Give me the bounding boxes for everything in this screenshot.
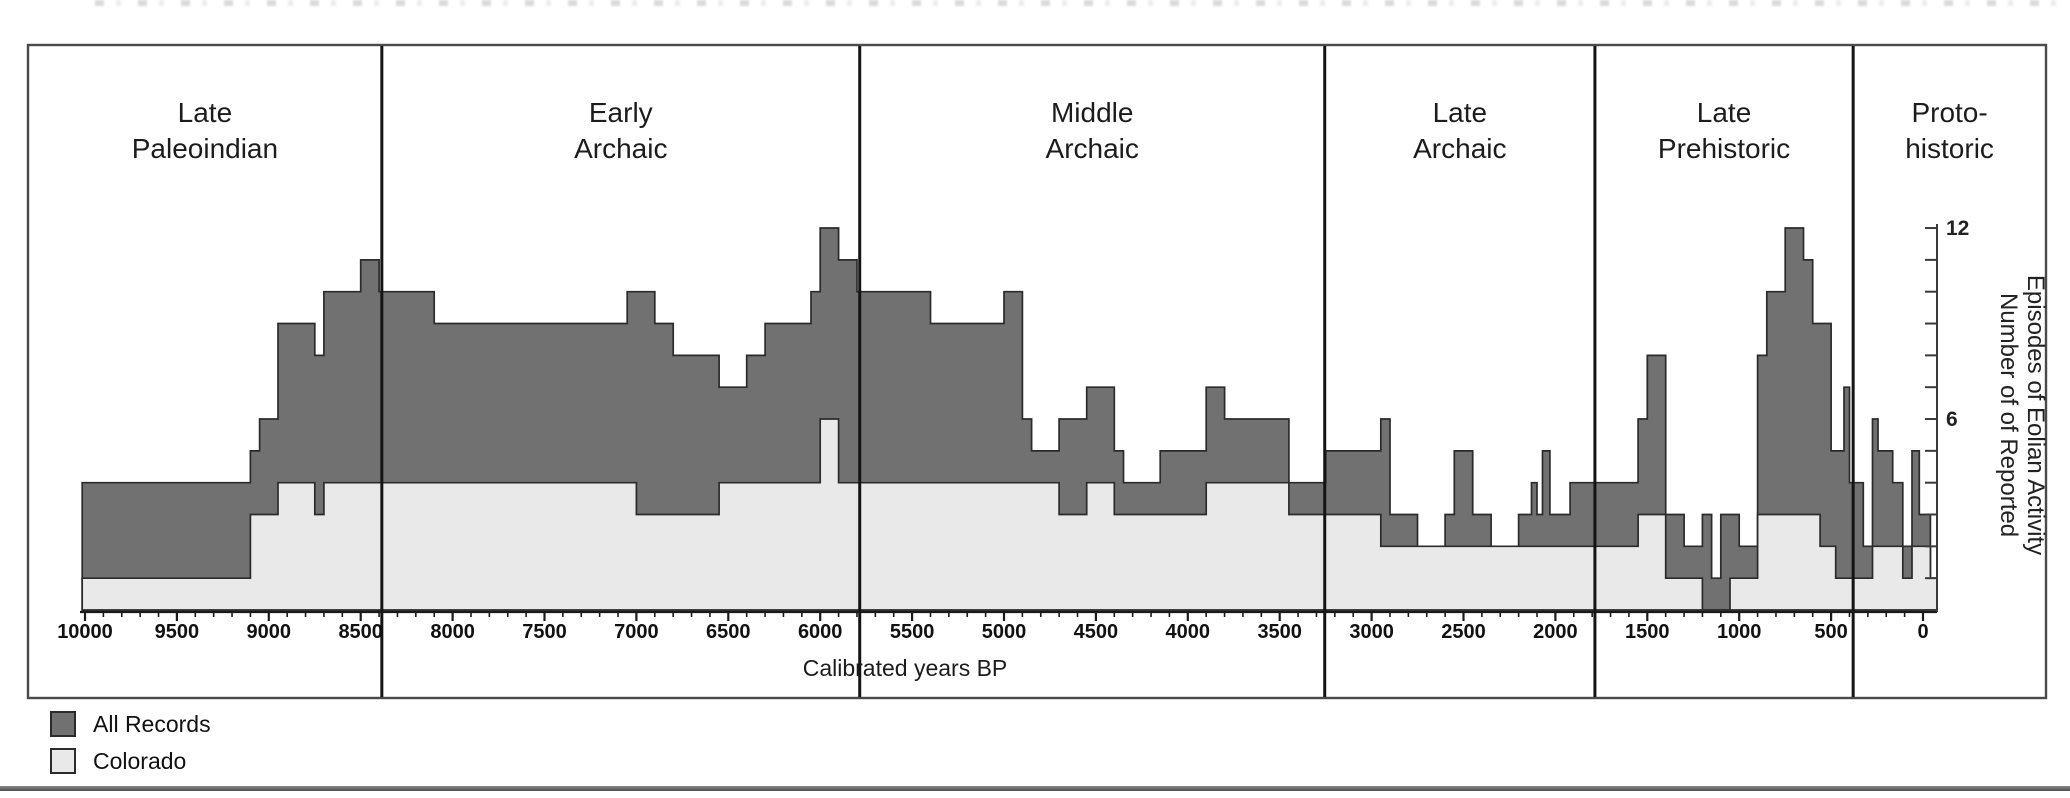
series-areas [81, 227, 1938, 611]
x-tick-label: 10000 [57, 621, 113, 643]
series-colorado [81, 418, 1938, 611]
x-tick-label: 0 [1917, 621, 1928, 643]
x-axis-title: Calibrated years BP [803, 655, 1008, 681]
x-tick-label: 5500 [890, 621, 935, 643]
x-tick-label: 9000 [247, 621, 292, 643]
period-labels: Late Paleoindian Early Archaic Middle Archaic… [132, 97, 1994, 164]
legend-label: Colorado [93, 747, 187, 774]
y-axis-title-line2: Episodes of Eolian Activity [2022, 275, 2049, 555]
x-tick-label: 8500 [338, 621, 383, 643]
x-tick-label: 500 [1814, 621, 1847, 643]
x-tick-label: 5000 [982, 621, 1027, 643]
x-tick-label: 3500 [1257, 621, 1302, 643]
frame-rect [26, 43, 2048, 700]
x-tick-label: 1500 [1625, 621, 1670, 643]
x-tick-label: 4500 [1074, 621, 1119, 643]
period-label: Late Prehistoric [1658, 97, 1790, 164]
x-tick-label: 6000 [798, 621, 843, 643]
y-axis-title-line1: Number of of Reported [1995, 293, 2022, 537]
y-tick-label: 6 [1946, 408, 1958, 431]
x-tick-label: 2500 [1441, 621, 1486, 643]
x-tick-label: 7500 [522, 621, 567, 643]
x-tick-label: 9500 [155, 621, 200, 643]
x-tick-label: 7000 [614, 621, 659, 643]
colorado-swatch [50, 748, 76, 774]
x-tick-label: 4000 [1166, 621, 1211, 643]
bottom-rule [0, 786, 2070, 791]
y-tick-label: 12 [1946, 217, 1969, 240]
period-label: Late Archaic [1413, 97, 1506, 164]
legend-item-all-records: All Records [50, 709, 211, 739]
all-records-swatch [50, 711, 76, 737]
x-tick-label: 6500 [706, 621, 751, 643]
legend-label: All Records [93, 710, 211, 737]
x-axis: 10000 9500 9000 8500 8000 7500 7000 6500 6000 550… [57, 610, 1937, 643]
x-tick-label: 1000 [1717, 621, 1762, 643]
period-dividers [380, 46, 1855, 697]
period-label: Early Archaic [574, 97, 667, 164]
x-tick-label: 2000 [1533, 621, 1578, 643]
x-tick-label: 3000 [1349, 621, 1394, 643]
period-label: Proto-historic [1905, 97, 1994, 164]
period-label: Middle Archaic [1046, 97, 1139, 164]
plot-frame [26, 43, 2048, 700]
y-axis: 12 6 [1925, 217, 1969, 612]
cropped-caption-remnant [95, 0, 2060, 6]
period-label: Late Paleoindian [132, 97, 278, 164]
chart-legend: All Records Colorado [50, 709, 211, 783]
legend-item-colorado: Colorado [50, 746, 211, 776]
x-tick-label: 8000 [430, 621, 475, 643]
